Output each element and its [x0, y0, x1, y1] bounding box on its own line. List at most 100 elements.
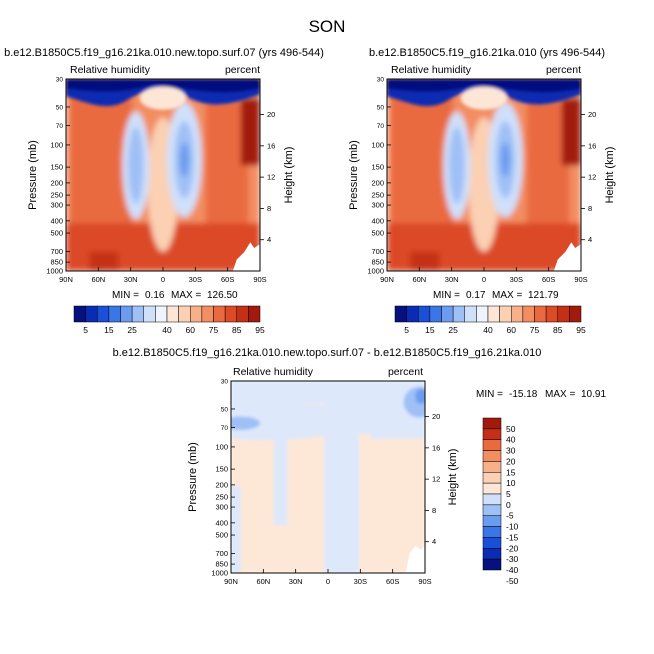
panel-3: b.e12.B1850C5.f19_g16.21ka.010.new.topo.… — [113, 347, 607, 586]
panel-1-y-label: Pressure (mb) — [27, 140, 39, 210]
pressure-tick-label: 30 — [221, 379, 229, 386]
panel-1-colorbar: 5 15 25 40 60 75 85 95 — [73, 305, 265, 335]
colorbar-swatch — [131, 305, 144, 323]
height-tick-label: 4 — [432, 537, 436, 546]
panel-2-latitude-axis: 90N 60N 30N 0 30S 60S 90S — [380, 267, 588, 284]
panel-3-max-label: MAX = — [545, 389, 575, 400]
colorbar-swatch — [476, 305, 489, 323]
pressure-tick-label: 700 — [50, 247, 63, 256]
panel-2-height-axis: 20 16 12 8 4 — [581, 110, 596, 244]
pressure-tick-label: 700 — [371, 247, 384, 256]
rh-topography-mask — [232, 242, 260, 271]
panel-3-shading — [231, 381, 425, 573]
height-tick-label: 8 — [267, 204, 271, 213]
latitude-tick-label: 60S — [221, 275, 234, 284]
rh-pole-wet — [240, 98, 260, 166]
colorbar-swatch — [248, 305, 261, 323]
pressure-tick-label: 100 — [215, 442, 228, 451]
pressure-tick-label: 850 — [215, 560, 228, 569]
pressure-tick-label: 200 — [50, 178, 63, 187]
colorbar-label: 15 — [425, 325, 435, 335]
colorbar-label: 95 — [576, 325, 586, 335]
colorbar-swatch — [522, 305, 535, 323]
height-tick-label: 4 — [267, 235, 271, 244]
colorbar-label: 85 — [232, 325, 242, 335]
colorbar-swatch — [557, 305, 570, 323]
latitude-tick-label: 30N — [289, 577, 303, 586]
colorbar-swatch — [482, 439, 502, 451]
colorbar-label: 95 — [255, 325, 265, 335]
panel-2: b.e12.B1850C5.f19_g16.21ka.010 (yrs 496-… — [348, 47, 616, 335]
colorbar-label: -5 — [506, 511, 514, 521]
rh-nh-subtropic-core — [128, 126, 144, 204]
latitude-tick-label: 30S — [354, 577, 367, 586]
rh-nh-subtropic-core — [449, 126, 465, 204]
diff-sh-upper-driest — [415, 388, 425, 405]
rh-sh-driest — [179, 142, 190, 177]
colorbar-swatch — [482, 472, 502, 484]
colorbar-label: 85 — [553, 325, 563, 335]
height-tick-label: 16 — [588, 141, 596, 150]
rh-tropopause-moist — [460, 86, 508, 110]
pressure-tick-label: 850 — [50, 258, 63, 267]
colorbar-swatch — [178, 305, 191, 323]
colorbar-swatch — [85, 305, 98, 323]
colorbar-swatch — [108, 305, 121, 323]
colorbar-label: 25 — [127, 325, 137, 335]
height-tick-label: 16 — [432, 443, 440, 452]
colorbar-label: -40 — [506, 565, 519, 575]
height-tick-label: 8 — [588, 204, 592, 213]
pressure-tick-label: 100 — [50, 140, 63, 149]
latitude-tick-label: 90S — [574, 275, 587, 284]
panel-2-colorbar: 5 15 25 40 60 75 85 95 — [394, 305, 586, 335]
colorbar-label: -50 — [506, 576, 519, 586]
colorbar-label: 20 — [506, 456, 516, 466]
panel-2-left-label: Relative humidity — [391, 64, 472, 76]
pressure-tick-label: 50 — [377, 104, 385, 111]
panel-2-min-label: MIN = — [433, 290, 460, 301]
panel-3-min-value: -15.18 — [509, 389, 538, 400]
latitude-tick-label: 60S — [386, 577, 399, 586]
pressure-tick-label: 400 — [215, 518, 228, 527]
latitude-tick-label: 0 — [161, 275, 165, 284]
height-tick-label: 4 — [588, 235, 592, 244]
colorbar-swatch — [511, 305, 524, 323]
pressure-tick-label: 70 — [377, 123, 385, 130]
pressure-tick-label: 100 — [371, 140, 384, 149]
panel-3-min-label: MIN = — [476, 389, 503, 400]
colorbar-label: 60 — [186, 325, 196, 335]
colorbar-label: 75 — [209, 325, 219, 335]
colorbar-label: 0 — [506, 500, 511, 510]
latitude-tick-label: 30N — [124, 275, 138, 284]
colorbar-swatch — [534, 305, 547, 323]
pressure-tick-label: 1000 — [211, 569, 228, 578]
colorbar-label: 40 — [483, 325, 493, 335]
colorbar-swatch — [482, 537, 502, 549]
colorbar-swatch — [143, 305, 156, 323]
colorbar-swatch — [482, 493, 502, 506]
colorbar-label: 5 — [506, 489, 511, 499]
colorbar-swatch — [569, 305, 582, 323]
colorbar-swatch — [482, 482, 502, 495]
latitude-tick-label: 60N — [256, 577, 270, 586]
colorbar-swatch — [499, 305, 512, 323]
pressure-tick-label: 700 — [215, 549, 228, 558]
colorbar-label: -30 — [506, 554, 519, 564]
panel-2-y-label: Pressure (mb) — [348, 140, 360, 210]
diff-nh-pole-neg — [231, 486, 241, 573]
panel-1-right-label: percent — [225, 64, 260, 76]
diff-sh-upper-neg — [370, 419, 425, 439]
height-tick-label: 12 — [588, 173, 596, 182]
colorbar-swatch — [190, 305, 203, 323]
panel-1-left-label: Relative humidity — [70, 64, 151, 76]
colorbar-swatch — [487, 305, 500, 323]
height-tick-label: 16 — [267, 141, 275, 150]
colorbar-label: 10 — [506, 478, 516, 488]
latitude-tick-label: 0 — [326, 577, 330, 586]
pressure-tick-label: 50 — [56, 104, 64, 111]
panel-1-contour-field — [66, 79, 260, 271]
latitude-tick-label: 60N — [91, 275, 105, 284]
